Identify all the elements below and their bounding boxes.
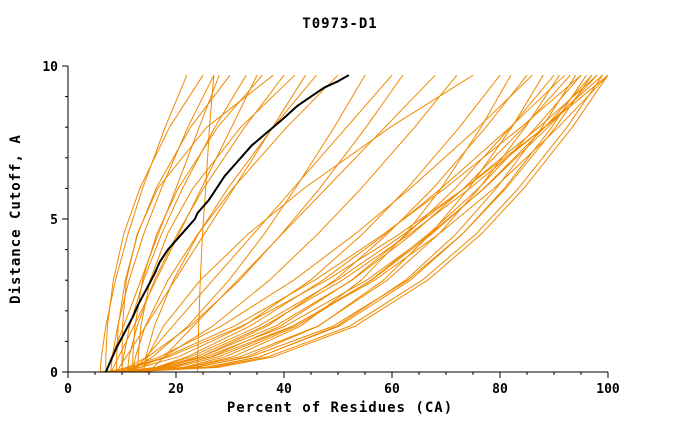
- model-curve: [100, 74, 560, 373]
- model-curve: [127, 74, 593, 373]
- model-curve: [132, 74, 263, 372]
- model-curve: [138, 74, 603, 373]
- axes: 0 20 40 60 80 100 0 5 10: [42, 60, 620, 397]
- model-curve: [105, 74, 204, 372]
- model-curve: [121, 74, 458, 373]
- chart-title: T0973-D1: [302, 16, 378, 32]
- model-curve: [121, 74, 366, 373]
- model-curve: [126, 74, 285, 373]
- model-curve: [110, 74, 258, 373]
- x-tick-label: 60: [384, 382, 400, 397]
- model-curve: [121, 74, 604, 373]
- model-curve: [105, 74, 609, 373]
- model-curves: [99, 74, 609, 373]
- x-tick-label: 40: [276, 382, 292, 397]
- model-curve: [127, 74, 609, 373]
- model-curve: [100, 74, 501, 373]
- x-axis-label: Percent of Residues (CA): [226, 400, 454, 416]
- model-curve: [116, 74, 609, 373]
- x-tick-label: 80: [492, 382, 508, 397]
- model-curve: [132, 74, 566, 373]
- y-tick-label: 5: [50, 213, 58, 228]
- model-curve: [132, 74, 393, 373]
- model-curve: [132, 74, 598, 373]
- model-curve: [148, 74, 436, 373]
- x-tick-label: 0: [64, 382, 72, 397]
- model-curve: [99, 74, 188, 372]
- x-tick-label: 20: [168, 382, 184, 397]
- x-tick-label: 100: [596, 382, 620, 397]
- highlighted-model-curve: [104, 74, 350, 373]
- model-curve: [100, 74, 593, 373]
- model-curve: [116, 74, 587, 373]
- model-curve: [111, 74, 571, 373]
- highlight-curve: [104, 74, 350, 373]
- model-curve: [111, 74, 404, 373]
- model-curve: [121, 74, 274, 372]
- y-tick-label: 10: [42, 60, 58, 75]
- y-tick-label: 0: [50, 366, 58, 381]
- model-curve: [105, 74, 582, 373]
- model-curve: [105, 74, 533, 373]
- model-curve: [116, 74, 231, 372]
